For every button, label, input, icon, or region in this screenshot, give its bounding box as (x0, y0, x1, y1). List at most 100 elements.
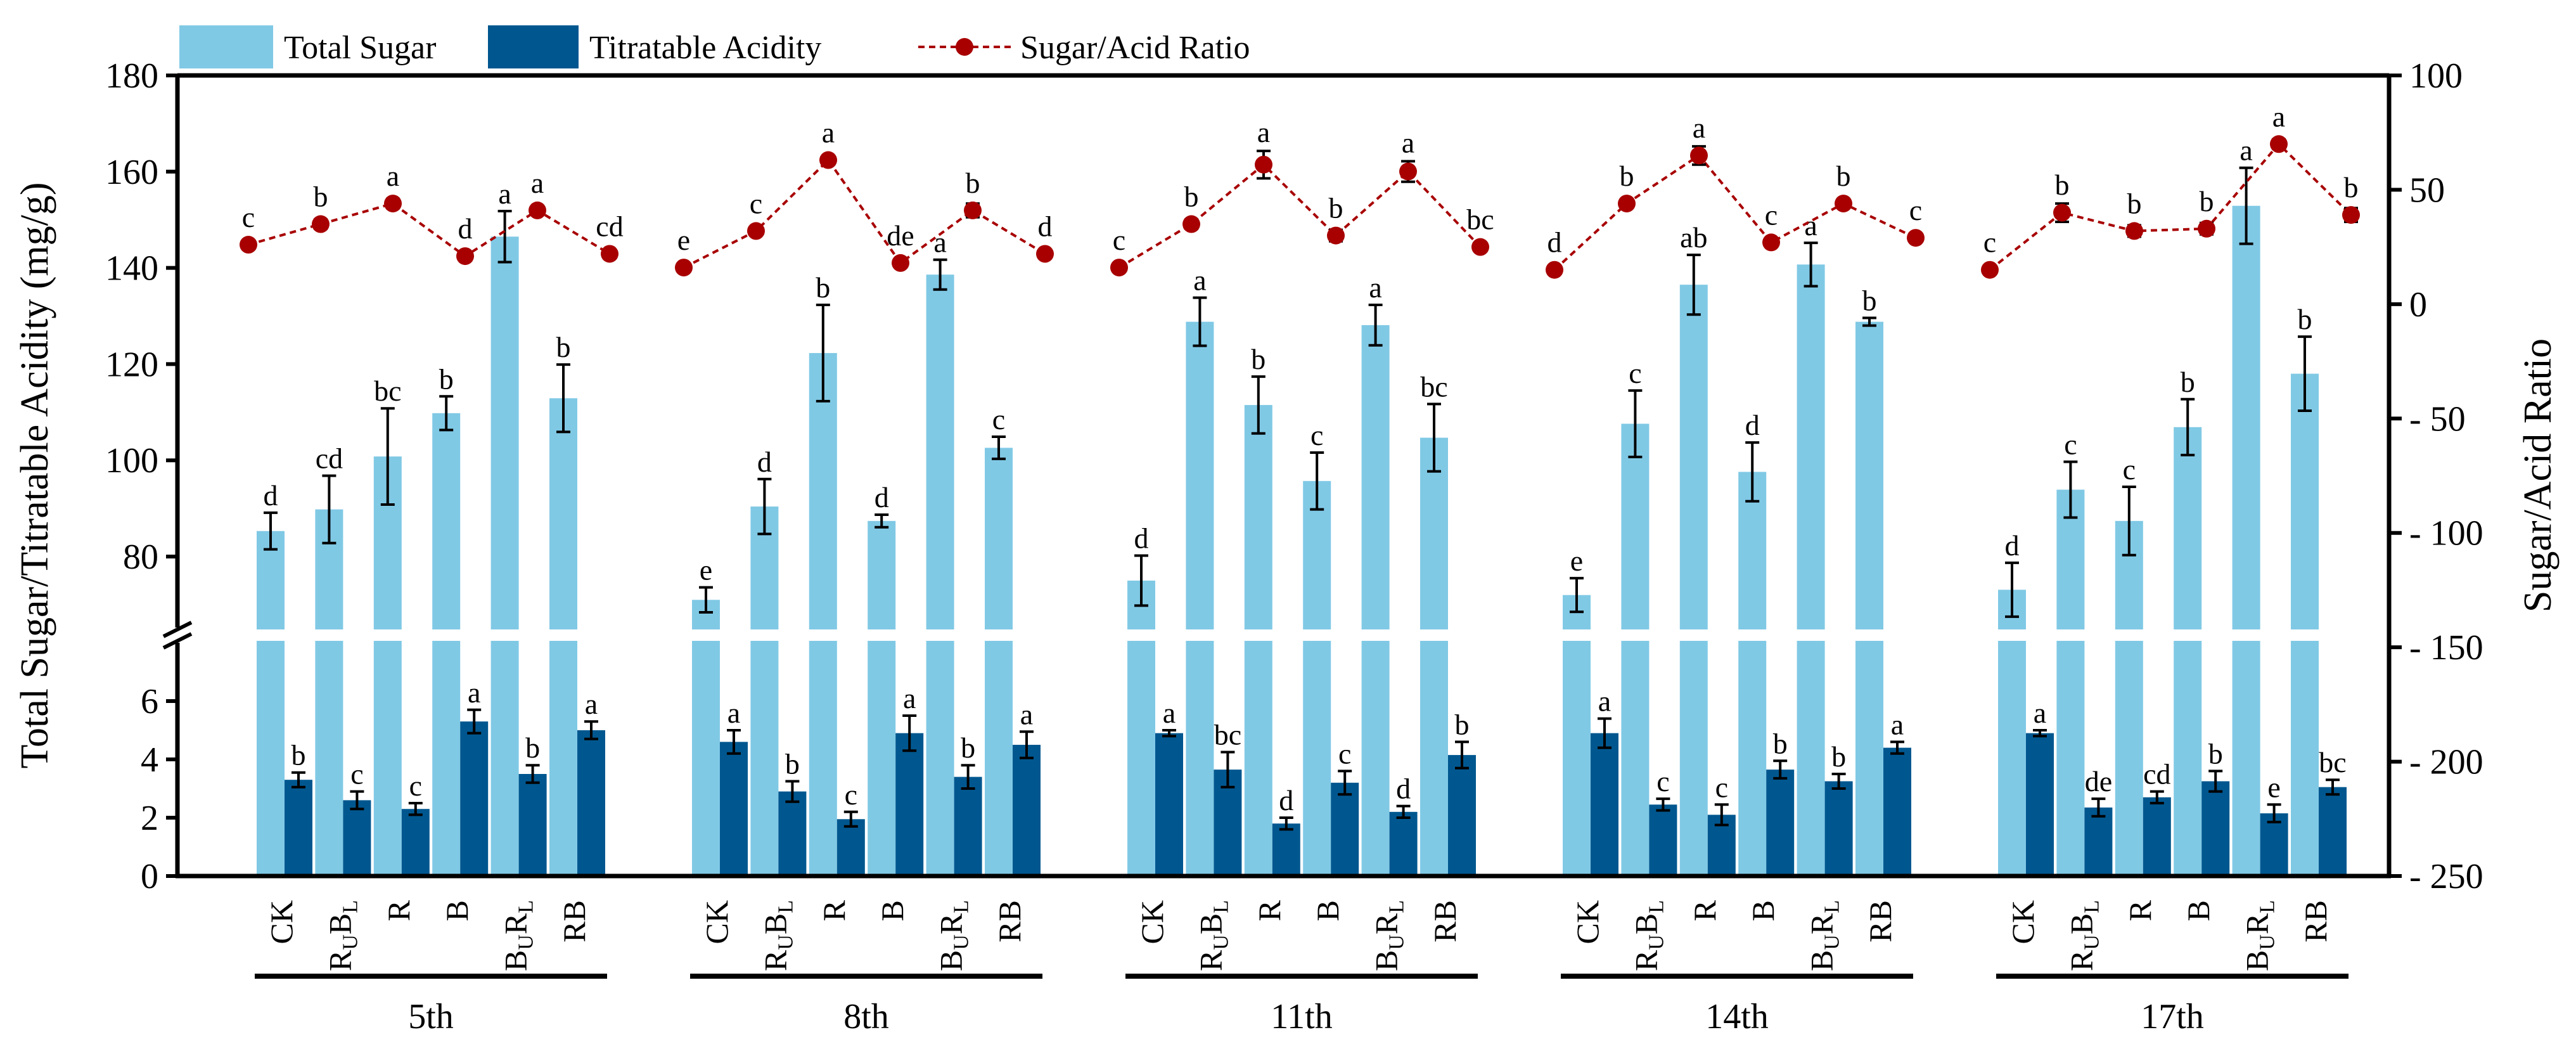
bar-total-sugar (257, 531, 285, 876)
bar-total-sugar (1303, 480, 1331, 876)
x-tick-label-part: CK (699, 900, 734, 944)
y2-tick-label: 100 (2409, 56, 2463, 96)
bar-total-sugar (2056, 489, 2085, 876)
sig-letter-sugar: d (1745, 409, 1760, 441)
sig-letter-acid: a (1891, 708, 1904, 740)
bar-titratable-acidity (2143, 797, 2171, 876)
sig-letter-acid: b (1773, 727, 1788, 759)
bar-titratable-acidity (895, 733, 924, 876)
x-tick-label: CK (699, 900, 734, 944)
x-tick-label-part: RB (1862, 900, 1898, 943)
x-tick-label-part: R (933, 913, 969, 934)
x-tick-label: B (1310, 900, 1345, 921)
x-tick-label: RB (2298, 900, 2333, 943)
sig-letter-acid: de (2085, 765, 2112, 797)
sig-letter-acid: bc (1214, 719, 1241, 751)
y-tick-label: 4 (141, 740, 158, 780)
sig-letter-ratio: c (1765, 198, 1778, 231)
x-tick-label-part: R (1193, 950, 1228, 971)
x-tick-label: R (2122, 899, 2158, 921)
x-tick-label: RUBL (2063, 900, 2103, 971)
bar-titratable-acidity (1331, 782, 1359, 876)
bar-titratable-acidity (954, 777, 982, 876)
y-tick-label: 80 (123, 538, 158, 577)
ratio-marker (312, 215, 330, 233)
x-tick-label-part: R (498, 913, 534, 934)
ratio-line (1118, 163, 1482, 269)
legend-label-sugar: Total Sugar (284, 30, 436, 66)
x-tick-label: B (875, 900, 910, 921)
x-tick-label-subscript: L (950, 900, 973, 913)
x-tick-label-part: B (322, 913, 357, 934)
legend-marker-ratio (956, 38, 973, 56)
x-tick-label-part: R (2122, 899, 2158, 921)
sig-letter-acid: c (350, 758, 363, 790)
x-tick-label: CK (1134, 900, 1170, 944)
bar-titratable-acidity (1448, 755, 1476, 876)
sig-letter-ratio: b (2200, 185, 2214, 217)
x-tick-label-subscript: L (2256, 900, 2279, 913)
x-tick-label-part: B (1745, 900, 1781, 921)
x-tick-label: BURL (933, 900, 973, 971)
x-tick-label: B (2181, 900, 2216, 921)
y-tick-label: 160 (105, 153, 158, 192)
sig-letter-sugar: ab (1680, 221, 1707, 254)
ratio-marker (1255, 155, 1272, 174)
x-tick-label-subscript: L (1644, 900, 1668, 913)
ratio-marker (1981, 261, 1999, 279)
sig-letter-ratio: e (677, 224, 690, 256)
bar-titratable-acidity (343, 800, 371, 876)
sig-letter-acid: c (1338, 737, 1351, 770)
sig-letter-sugar: d (2005, 529, 2020, 562)
sig-letter-sugar: e (1570, 545, 1583, 577)
sig-letter-acid: b (525, 731, 540, 764)
bar-total-sugar (692, 600, 720, 876)
ratio-marker (892, 254, 909, 272)
ratio-marker (1036, 245, 1054, 263)
bar-total-sugar (1797, 264, 1825, 876)
sig-letter-ratio: bc (1466, 203, 1494, 236)
bar-titratable-acidity (2026, 733, 2054, 876)
x-tick-label-part: B (2181, 900, 2216, 921)
ticks-layer: 80 100 120 140 160 180 0 2 4 6 100 50 0 - 50 - 100 - 15… (105, 56, 2483, 896)
bar-titratable-acidity (1013, 745, 1041, 876)
bar-total-sugar (1563, 595, 1591, 876)
sig-letter-acid: a (2034, 697, 2046, 729)
axis-break-mark (162, 621, 193, 638)
ratio-line (1553, 153, 1916, 271)
bar-total-sugar (2174, 427, 2202, 876)
sig-letter-acid: a (903, 682, 916, 714)
bar-titratable-acidity (1272, 823, 1300, 876)
sig-letter-sugar: bc (374, 375, 401, 407)
y-axis-title: Total Sugar/Titratable Acidity (mg/g) (13, 183, 56, 769)
sig-letter-sugar: e (700, 554, 712, 586)
x-tick-label-part: B (439, 900, 475, 921)
sig-letter-acid: a (727, 697, 740, 729)
sig-letter-acid: b (2208, 737, 2223, 770)
sig-letter-acid: c (409, 770, 422, 802)
sig-letter-sugar: cd (316, 442, 343, 474)
x-tick-label: BURL (1804, 900, 1844, 971)
bar-titratable-acidity (285, 780, 312, 876)
sig-letter-sugar: b (556, 331, 571, 363)
ratio-marker (1690, 146, 1708, 165)
bar-total-sugar (1127, 580, 1155, 876)
sig-letter-ratio: a (531, 167, 544, 199)
bar-total-sugar (926, 274, 954, 876)
bar-total-sugar (315, 509, 343, 876)
x-tick-label-subscript: U (1821, 934, 1844, 950)
sig-letter-ratio: a (822, 117, 835, 149)
axis-break-mark (162, 632, 193, 650)
sig-letter-ratio: c (1113, 224, 1125, 256)
x-tick-label-subscript: L (774, 900, 797, 913)
sig-letter-ratio: b (1836, 160, 1851, 192)
ratio-marker (819, 151, 837, 169)
bar-titratable-acidity (2084, 807, 2113, 876)
sig-letter-sugar: b (816, 271, 830, 304)
x-tick-label-part: B (1628, 913, 1663, 934)
sig-letter-ratio: b (314, 181, 328, 213)
y2-axis-title: Sugar/Acid Ratio (2516, 338, 2560, 612)
x-tick-label: RB (1427, 900, 1463, 943)
x-tick-label-part: R (381, 899, 416, 921)
